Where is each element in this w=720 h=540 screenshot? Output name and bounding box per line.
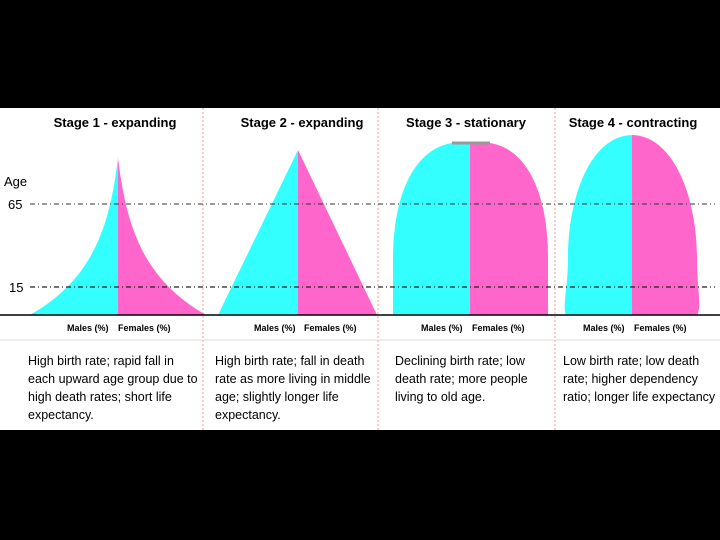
stage-2-females-area	[298, 150, 377, 315]
stage-4-females-label: Females (%)	[634, 323, 687, 333]
stage-3-females-label: Females (%)	[472, 323, 525, 333]
stage-3-males-area	[393, 143, 470, 315]
stage-2-males-area	[218, 150, 298, 315]
stage-2-pyramid	[218, 150, 377, 315]
stage-1-pyramid	[30, 158, 206, 315]
stage-2-females-label: Females (%)	[304, 323, 357, 333]
stage-3-title: Stage 3 - stationary	[406, 115, 527, 130]
stage-3-pyramid	[393, 141, 548, 315]
stage-3-females-area	[470, 143, 548, 315]
age-tick-65: 65	[8, 197, 22, 212]
stage-1-females-area	[118, 158, 206, 315]
stage-3-description: Declining birth rate; low death rate; mo…	[395, 354, 528, 404]
stage-2-title: Stage 2 - expanding	[241, 115, 364, 130]
stage-2-description: High birth rate; fall in death rate as m…	[215, 354, 371, 422]
stage-1-males-area	[30, 158, 118, 315]
age-tick-15: 15	[9, 280, 23, 295]
population-pyramids-figure: Stage 1 - expanding Stage 2 - expanding …	[0, 108, 720, 430]
stage-1-females-label: Females (%)	[118, 323, 171, 333]
pyramids-diagram: Stage 1 - expanding Stage 2 - expanding …	[0, 108, 720, 430]
stage-4-females-area	[632, 135, 700, 315]
stage-4-pyramid	[564, 135, 700, 315]
stage-3-males-label: Males (%)	[421, 323, 463, 333]
stage-4-title: Stage 4 - contracting	[569, 115, 698, 130]
stage-4-description: Low birth rate; low death rate; higher d…	[563, 354, 716, 404]
age-axis-label: Age	[4, 174, 27, 189]
stage-4-males-label: Males (%)	[583, 323, 625, 333]
stage-4-males-area	[564, 135, 632, 315]
stage-1-males-label: Males (%)	[67, 323, 109, 333]
stage-2-males-label: Males (%)	[254, 323, 296, 333]
stage-1-title: Stage 1 - expanding	[54, 115, 177, 130]
stage-1-description: High birth rate; rapid fall in each upwa…	[28, 354, 198, 422]
